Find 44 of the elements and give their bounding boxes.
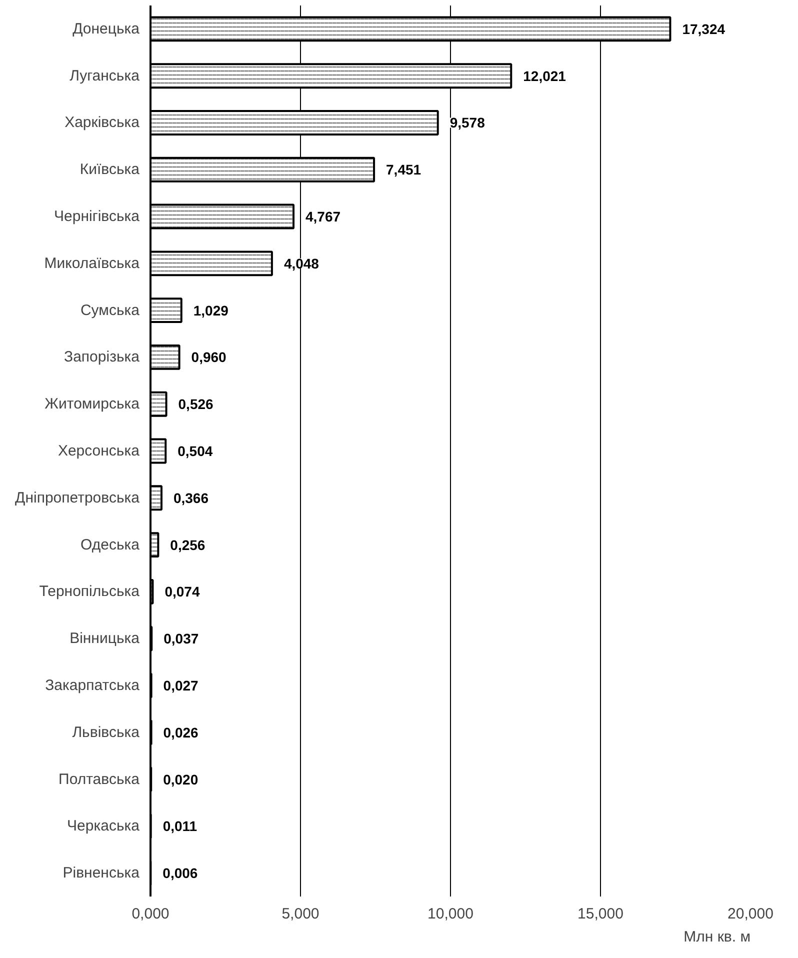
x-axis-title: Млн кв. м: [684, 928, 751, 946]
x-tick-label: 5,000: [282, 906, 320, 922]
y-tick-label: Полтавська: [58, 770, 140, 788]
data-label: 0,504: [178, 443, 213, 459]
data-label: 0,366: [173, 490, 209, 506]
data-label: 17,324: [682, 20, 726, 37]
y-tick-label: Луганська: [70, 67, 140, 84]
y-tick-label: Рівненська: [62, 864, 140, 882]
y-tick-label: Миколаївська: [44, 254, 140, 272]
data-label: 1,029: [193, 302, 229, 318]
data-label: 0,027: [163, 677, 199, 694]
data-label: 0,526: [178, 396, 214, 412]
data-label: 0,074: [164, 584, 200, 600]
data-label: 12,021: [523, 68, 566, 84]
y-tick-label: Закарпатська: [45, 676, 140, 694]
x-tick-label: 15,000: [578, 906, 624, 922]
y-tick-label: Вінницька: [70, 630, 140, 648]
y-tick-label: Чернігівська: [54, 208, 140, 226]
data-label: 9,578: [450, 114, 486, 131]
y-tick-label: Одеська: [80, 536, 140, 554]
x-tick-label: 0,000: [132, 906, 170, 922]
y-tick-label: Дніпропетровська: [15, 489, 140, 506]
y-tick-label: Київська: [80, 161, 140, 178]
y-tick-label: Харківська: [64, 114, 140, 132]
data-label: 0,020: [163, 771, 198, 788]
data-label: 7,451: [386, 162, 422, 178]
x-tick-label: 10,000: [428, 906, 474, 922]
x-tick-label: 20,000: [728, 906, 774, 922]
y-tick-label: Тернопільська: [39, 583, 140, 600]
y-tick-label: Житомирська: [44, 396, 140, 413]
data-label: 0,026: [163, 724, 199, 740]
y-tick-label: Херсонська: [58, 442, 140, 460]
data-label: 4,767: [306, 208, 341, 225]
data-label: 4,048: [284, 255, 320, 272]
data-label: 0,960: [191, 349, 227, 366]
y-tick-label: Запорізька: [64, 348, 140, 366]
y-tick-label: Сумська: [80, 302, 140, 319]
data-label: 0,037: [164, 630, 199, 647]
y-tick-label: Донецька: [72, 20, 140, 38]
y-tick-label: Черкаська: [67, 818, 140, 835]
data-label: 0,006: [162, 865, 198, 882]
data-label: 0,256: [170, 536, 206, 553]
data-label: 0,011: [162, 818, 198, 834]
y-tick-label: Львівська: [72, 724, 140, 741]
